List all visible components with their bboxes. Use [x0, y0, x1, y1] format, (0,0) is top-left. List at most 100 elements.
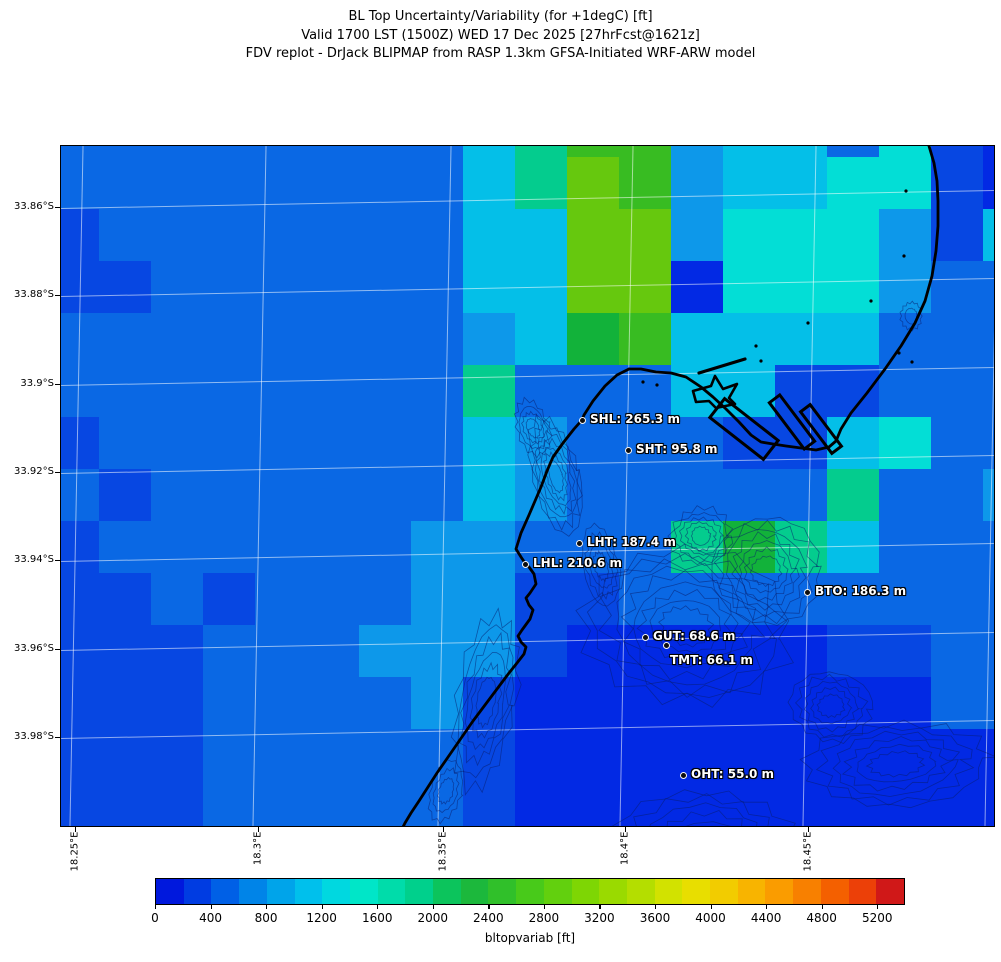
raster-cell	[775, 157, 827, 209]
colorbar-segment	[294, 879, 323, 904]
terrain-contour	[658, 605, 715, 648]
colorbar-tick	[655, 905, 657, 909]
raster-cell	[203, 729, 255, 781]
terrain-contour	[816, 693, 846, 719]
x-axis-tick	[443, 827, 445, 832]
raster-cell	[255, 729, 307, 781]
raster-cell	[671, 677, 723, 729]
raster-cell	[61, 365, 99, 417]
raster-cell	[463, 313, 515, 365]
harbor-breakwater	[697, 357, 747, 375]
raster-cell	[775, 313, 827, 365]
colorbar-segment	[377, 879, 406, 904]
terrain-contour	[726, 529, 808, 617]
raster-cell	[307, 261, 359, 313]
raster-cell	[203, 781, 255, 826]
raster-cell	[931, 521, 983, 573]
colorbar-segment	[405, 879, 434, 904]
colorbar-segment	[516, 879, 544, 904]
raster-cell	[151, 157, 203, 209]
raster-cell	[255, 313, 307, 365]
raster-cell	[515, 209, 567, 261]
terrain-contour	[856, 743, 937, 783]
colorbar-tick	[488, 905, 490, 909]
colorbar-tick	[877, 905, 879, 909]
colorbar-tick-label: 1200	[306, 911, 337, 925]
raster-cell	[359, 469, 411, 521]
map-plot-area: SHL: 265.3 m SHT: 95.8 m LHT: 187.4 m LHL: …	[60, 145, 995, 827]
terrain-contour	[899, 300, 923, 332]
islet-dot	[806, 321, 810, 325]
colorbar-tick-label: 4800	[806, 911, 837, 925]
raster-cell	[203, 261, 255, 313]
raster-cell	[61, 625, 99, 677]
raster-cell	[359, 677, 411, 729]
raster-cell	[359, 417, 411, 469]
colorbar-tick-label: 2400	[473, 911, 504, 925]
raster-cell	[983, 157, 994, 209]
y-axis-tick	[55, 649, 60, 651]
harbor-dock-outline	[798, 402, 844, 456]
colorbar-segment	[322, 879, 350, 904]
raster-cell	[775, 261, 827, 313]
raster-cell	[879, 573, 931, 625]
raster-cell	[567, 729, 619, 781]
colorbar-segment	[848, 879, 877, 904]
raster-cell	[463, 417, 515, 469]
raster-cell	[983, 781, 994, 826]
raster-cell	[775, 625, 827, 677]
colorbar-tick	[766, 905, 768, 909]
raster-cell	[619, 521, 671, 573]
raster-cell	[359, 313, 411, 365]
raster-cell	[463, 365, 515, 417]
raster-cell	[307, 365, 359, 417]
colorbar-tick-label: 0	[151, 911, 159, 925]
colorbar-segment	[543, 879, 572, 904]
raster-cell	[515, 313, 567, 365]
terrain-contour	[584, 531, 619, 600]
raster-cell	[411, 521, 463, 573]
raster-cell	[99, 469, 151, 521]
raster-cell	[255, 625, 307, 677]
terrain-contour	[803, 680, 861, 733]
raster-cell	[983, 209, 994, 261]
terrain-contour	[666, 810, 743, 826]
raster-cell	[983, 469, 994, 521]
harbor-pier-outline	[691, 374, 739, 410]
colorbar-title: bltopvariab [ft]	[484, 931, 576, 945]
colorbar-tick-label: 4400	[750, 911, 782, 925]
colorbar-segment	[599, 879, 627, 904]
colorbar	[155, 878, 905, 905]
y-axis-tick	[55, 472, 60, 474]
station-marker-bto	[803, 588, 811, 596]
terrain-contour	[543, 451, 568, 502]
raster-cell	[567, 209, 619, 261]
raster-cell	[151, 365, 203, 417]
raster-cell	[775, 469, 827, 521]
raster-cell	[723, 146, 775, 157]
raster-cell	[203, 146, 255, 157]
raster-cell	[983, 417, 994, 469]
raster-cell	[463, 146, 515, 157]
raster-cell	[671, 469, 723, 521]
raster-cell	[983, 146, 994, 157]
raster-cell	[515, 729, 567, 781]
coastline-west	[401, 367, 631, 826]
map-overlay-svg	[401, 146, 994, 826]
terrain-contour	[678, 516, 725, 556]
y-tick-label: 33.88°S	[14, 289, 54, 300]
raster-cell	[61, 521, 99, 573]
terrain-contour	[795, 673, 869, 738]
raster-cell	[515, 781, 567, 826]
raster-cell	[203, 365, 255, 417]
raster-cell	[931, 261, 983, 313]
colorbar-tick	[155, 905, 157, 909]
raster-cell	[619, 209, 671, 261]
islet-dot	[904, 189, 908, 193]
raster-cell	[255, 146, 307, 157]
terrain-contour	[464, 652, 506, 751]
station-label-gut: GUT: 68.6 m	[653, 629, 736, 643]
raster-cell	[307, 469, 359, 521]
islet-dot	[759, 359, 763, 363]
